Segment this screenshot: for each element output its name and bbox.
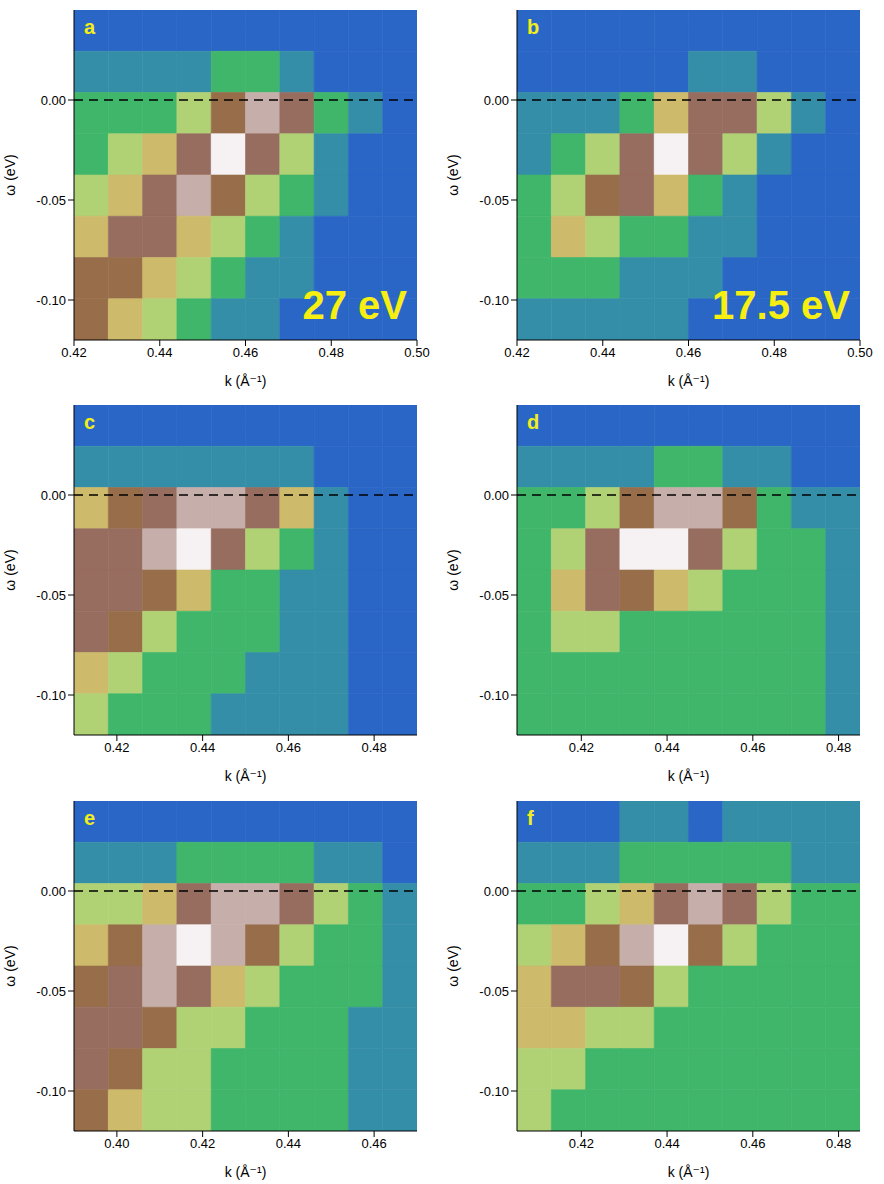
svg-text:0.00: 0.00: [41, 488, 66, 503]
svg-text:-0.10: -0.10: [479, 688, 509, 703]
svg-text:0.00: 0.00: [41, 93, 66, 108]
svg-text:0.50: 0.50: [847, 345, 872, 360]
svg-text:-0.10: -0.10: [36, 1083, 66, 1098]
svg-text:k (Å⁻¹): k (Å⁻¹): [225, 1164, 267, 1180]
svg-text:0.42: 0.42: [504, 345, 529, 360]
svg-text:0.48: 0.48: [361, 741, 386, 756]
svg-text:0.46: 0.46: [740, 1136, 765, 1151]
svg-text:0.42: 0.42: [104, 741, 129, 756]
svg-text:-0.05: -0.05: [479, 193, 509, 208]
svg-text:0.42: 0.42: [190, 1136, 215, 1151]
html-text:a: a: [84, 16, 96, 38]
html-text:d: d: [527, 411, 540, 434]
svg-text:0.42: 0.42: [569, 741, 594, 756]
svg-text:-0.10: -0.10: [36, 688, 66, 703]
svg-text:0.44: 0.44: [590, 345, 615, 360]
html-text:f: f: [527, 806, 534, 829]
svg-text:k (Å⁻¹): k (Å⁻¹): [225, 768, 267, 784]
svg-text:k (Å⁻¹): k (Å⁻¹): [668, 1164, 710, 1180]
svg-text:0.44: 0.44: [147, 345, 172, 360]
svg-text:ω (eV): ω (eV): [2, 154, 18, 195]
svg-text:0.00: 0.00: [484, 488, 509, 503]
svg-text:0.42: 0.42: [569, 1136, 594, 1151]
svg-text:0.44: 0.44: [190, 741, 215, 756]
svg-text:0.48: 0.48: [319, 345, 344, 360]
svg-text:0.44: 0.44: [654, 741, 679, 756]
svg-text:0.46: 0.46: [361, 1136, 386, 1151]
svg-text:k (Å⁻¹): k (Å⁻¹): [668, 373, 710, 389]
svg-text:ω (eV): ω (eV): [2, 945, 18, 986]
html-text:b: b: [527, 16, 540, 38]
svg-text:k (Å⁻¹): k (Å⁻¹): [225, 373, 267, 389]
svg-text:0.00: 0.00: [484, 883, 509, 898]
html-text:e: e: [84, 806, 96, 829]
svg-text:ω (eV): ω (eV): [2, 550, 18, 591]
svg-text:0.46: 0.46: [233, 345, 258, 360]
svg-text:0.44: 0.44: [654, 1136, 679, 1151]
svg-text:0.40: 0.40: [104, 1136, 129, 1151]
svg-text:-0.10: -0.10: [479, 293, 509, 308]
svg-text:0.46: 0.46: [676, 345, 701, 360]
svg-text:-0.05: -0.05: [36, 588, 66, 603]
svg-text:-0.10: -0.10: [36, 293, 66, 308]
svg-text:0.46: 0.46: [276, 741, 301, 756]
svg-text:0.48: 0.48: [826, 741, 851, 756]
svg-text:ω (eV): ω (eV): [445, 550, 461, 591]
svg-text:-0.05: -0.05: [36, 193, 66, 208]
svg-text:-0.05: -0.05: [36, 983, 66, 998]
html-text:17.5 eV: 17.5 eV: [712, 283, 850, 327]
svg-text:0.50: 0.50: [404, 345, 429, 360]
svg-text:0.42: 0.42: [61, 345, 86, 360]
svg-text:-0.05: -0.05: [479, 983, 509, 998]
svg-text:0.46: 0.46: [740, 741, 765, 756]
html-text:27 eV: 27 eV: [302, 283, 407, 327]
svg-text:0.48: 0.48: [826, 1136, 851, 1151]
svg-text:-0.10: -0.10: [479, 1083, 509, 1098]
svg-text:k (Å⁻¹): k (Å⁻¹): [668, 768, 710, 784]
svg-text:0.00: 0.00: [41, 883, 66, 898]
html-text:c: c: [84, 411, 96, 434]
svg-text:-0.05: -0.05: [479, 588, 509, 603]
svg-text:0.00: 0.00: [484, 93, 509, 108]
svg-text:ω (eV): ω (eV): [445, 154, 461, 195]
svg-text:ω (eV): ω (eV): [445, 945, 461, 986]
svg-text:0.48: 0.48: [762, 345, 787, 360]
svg-text:0.44: 0.44: [276, 1136, 301, 1151]
